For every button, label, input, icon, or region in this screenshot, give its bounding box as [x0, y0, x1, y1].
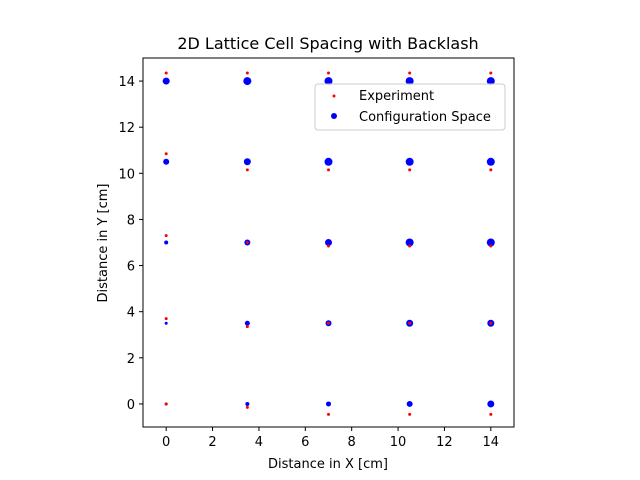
y-tick-label: 12	[118, 121, 135, 136]
x-tick-label: 12	[436, 435, 453, 450]
data-point-experiment	[327, 168, 330, 172]
y-tick-label: 2	[127, 352, 135, 367]
x-tick-label: 14	[483, 435, 500, 450]
y-tick-label: 4	[127, 306, 135, 321]
legend-label-configuration-space: Configuration Space	[359, 110, 491, 125]
data-point-experiment	[408, 244, 412, 248]
data-point-experiment	[489, 321, 493, 325]
plot-frame	[142, 57, 515, 428]
legend: Experiment Configuration Space	[314, 83, 506, 131]
data-point-experiment	[489, 412, 493, 416]
y-axis-label: Distance in Y [cm]	[96, 184, 111, 303]
data-point-configuration-space	[405, 238, 414, 247]
x-tick-label: 6	[301, 435, 309, 450]
data-point-experiment	[489, 168, 493, 172]
x-tick-label: 0	[162, 435, 170, 450]
data-point-configuration-space	[162, 77, 170, 85]
x-tick-label: 10	[390, 435, 407, 450]
data-point-configuration-space	[324, 77, 333, 86]
data-point-experiment	[408, 412, 412, 416]
x-tick-label: 8	[348, 435, 356, 450]
data-point-configuration-space	[164, 321, 168, 325]
data-point-experiment	[245, 405, 249, 409]
data-point-configuration-space	[244, 320, 250, 326]
data-point-configuration-space	[405, 157, 414, 166]
data-point-configuration-space	[486, 238, 495, 247]
data-point-experiment	[327, 412, 330, 416]
legend-marker-configuration-space	[331, 113, 337, 119]
data-point-experiment	[245, 241, 249, 244]
data-point-experiment	[164, 71, 168, 75]
data-point-experiment	[489, 71, 493, 75]
data-point-experiment	[327, 321, 330, 325]
legend-marker-experiment	[332, 94, 336, 98]
chart-title: 2D Lattice Cell Spacing with Backlash	[177, 34, 478, 53]
y-tick-label: 6	[127, 260, 135, 275]
data-point-experiment	[164, 317, 168, 321]
y-tick-label: 10	[118, 167, 135, 182]
data-point-configuration-space	[406, 400, 413, 407]
data-point-configuration-space	[164, 240, 169, 245]
data-point-experiment	[327, 244, 330, 248]
data-point-configuration-space	[486, 157, 495, 166]
x-axis-label: Distance in X [cm]	[268, 457, 388, 472]
legend-label-experiment: Experiment	[359, 89, 434, 104]
data-point-experiment	[245, 325, 249, 329]
data-point-configuration-space	[163, 158, 170, 165]
x-tick-label: 4	[255, 435, 263, 450]
data-point-configuration-space	[487, 400, 495, 408]
data-point-experiment	[245, 168, 249, 172]
data-point-experiment	[408, 168, 412, 172]
x-tick-label: 2	[208, 435, 216, 450]
data-point-configuration-space	[486, 77, 495, 86]
data-point-experiment	[408, 71, 412, 75]
data-point-experiment	[408, 321, 412, 325]
y-tick-label: 0	[127, 398, 135, 413]
data-point-experiment	[164, 402, 168, 406]
data-point-configuration-space	[245, 401, 250, 406]
data-point-configuration-space	[243, 158, 251, 166]
data-point-experiment	[327, 71, 330, 75]
data-point-configuration-space	[405, 77, 414, 86]
legend-box	[314, 83, 506, 131]
data-point-configuration-space	[324, 157, 333, 166]
data-point-experiment	[164, 152, 168, 156]
data-point-experiment	[164, 234, 168, 238]
data-point-configuration-space	[326, 401, 331, 407]
data-point-experiment	[489, 244, 493, 248]
y-tick-label: 8	[127, 213, 135, 228]
data-point-configuration-space	[243, 77, 252, 86]
axes: 0 2 4 6 8 10 12 14 0 2 4 6 8 10 12 14	[118, 75, 499, 450]
data-point-configuration-space	[325, 239, 332, 246]
y-tick-label: 14	[118, 75, 135, 90]
data-point-experiment	[245, 71, 249, 75]
plot-marks	[162, 71, 495, 416]
